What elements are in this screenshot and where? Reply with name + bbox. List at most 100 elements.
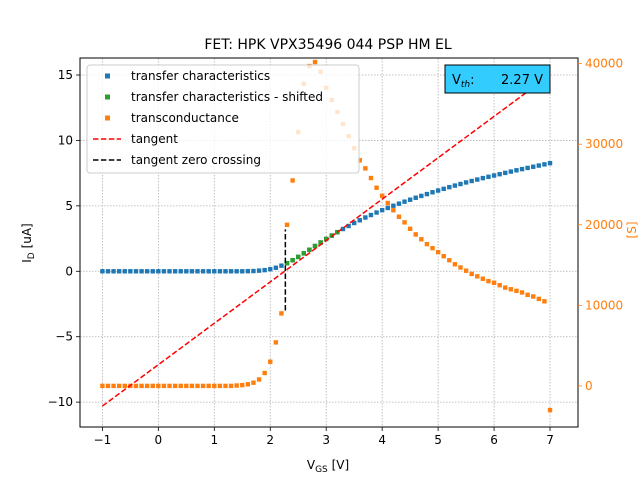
data-point <box>480 276 486 281</box>
data-point <box>279 263 284 268</box>
data-point <box>430 245 435 251</box>
data-point <box>503 170 508 176</box>
data-point <box>324 236 329 242</box>
threshold-annotation-value: 2.27 V <box>501 73 543 88</box>
y-tick-label: 5 <box>65 199 73 213</box>
data-point <box>413 195 418 200</box>
x-tick-label: −1 <box>94 433 112 447</box>
data-point <box>469 178 474 184</box>
data-point <box>396 201 402 206</box>
data-point <box>189 269 195 274</box>
data-point <box>212 269 217 274</box>
data-point <box>503 285 508 290</box>
data-point <box>407 197 413 202</box>
data-point <box>486 174 491 180</box>
data-point <box>262 370 267 376</box>
data-point <box>547 161 553 166</box>
y2-axis-title: [S] <box>625 222 639 239</box>
data-point <box>346 223 351 229</box>
data-point <box>256 268 262 273</box>
data-point <box>419 193 424 199</box>
data-point <box>508 169 514 174</box>
series-line <box>101 74 551 407</box>
data-point <box>284 222 290 227</box>
data-point <box>340 226 346 232</box>
data-point <box>100 383 105 389</box>
x-axis-ticks: −1 0 1 2 3 4 5 6 7 <box>94 427 554 447</box>
data-point <box>240 269 245 274</box>
data-point <box>525 292 530 298</box>
data-point <box>542 162 547 167</box>
data-point <box>458 181 463 187</box>
data-point <box>424 191 430 197</box>
data-point <box>189 383 195 389</box>
data-point <box>296 254 301 260</box>
y2-tick-label: 30000 <box>585 137 623 151</box>
data-point <box>536 163 542 168</box>
data-point <box>363 215 368 220</box>
data-point <box>111 383 116 389</box>
data-point <box>217 269 223 274</box>
data-point <box>542 299 547 304</box>
data-point <box>363 166 368 171</box>
data-point <box>273 265 279 270</box>
data-point <box>385 205 390 211</box>
data-point <box>301 251 307 256</box>
legend-label: tangent zero crossing <box>131 153 261 167</box>
data-point <box>391 208 396 213</box>
x-axis-title: VGS [V] <box>307 458 349 475</box>
data-point <box>458 265 463 270</box>
data-point <box>441 253 446 259</box>
data-point <box>290 178 295 183</box>
data-point <box>139 383 144 389</box>
data-point <box>379 193 385 198</box>
data-point <box>122 269 127 274</box>
data-point <box>379 207 385 213</box>
data-point <box>245 268 251 274</box>
y2-tick-label: 40000 <box>585 57 623 71</box>
data-point <box>256 377 262 382</box>
data-point <box>212 383 217 389</box>
data-point <box>200 383 206 389</box>
data-point <box>116 383 122 389</box>
legend-label: tangent <box>131 132 178 146</box>
data-point <box>167 383 172 389</box>
y-tick-label: −10 <box>48 395 73 409</box>
x-tick-label: 3 <box>322 433 330 447</box>
data-point <box>452 262 458 267</box>
data-point <box>217 383 223 389</box>
y-axis-title: ID [uA] <box>20 223 37 262</box>
plot-area <box>79 57 579 428</box>
data-point <box>133 383 139 389</box>
data-point <box>290 257 295 263</box>
data-point <box>161 269 167 274</box>
data-point <box>447 258 452 263</box>
data-point <box>251 380 256 385</box>
x-tick-label: 6 <box>490 433 498 447</box>
data-point <box>514 288 519 294</box>
series-layer <box>100 59 553 413</box>
legend-marker <box>105 94 110 100</box>
data-point <box>413 232 418 237</box>
data-point <box>368 212 374 218</box>
threshold-annotation-label: Vth: <box>452 73 475 90</box>
data-point <box>116 269 122 274</box>
data-point <box>228 383 234 389</box>
data-point <box>206 269 211 274</box>
data-point <box>262 267 267 273</box>
y-tick-label: −5 <box>55 330 73 344</box>
y2-tick-label: 0 <box>585 379 593 393</box>
data-point <box>419 237 424 242</box>
legend-label: transfer characteristics <box>131 69 270 83</box>
data-point <box>228 269 234 274</box>
data-point <box>172 269 178 274</box>
y2-tick-label: 20000 <box>585 218 623 232</box>
legend-label: transconductance <box>131 111 239 125</box>
data-point <box>223 269 228 274</box>
plot-frame <box>79 57 579 428</box>
threshold-annotation: Vth: 2.27 V <box>444 64 551 94</box>
y-axis-ticks: −10 −5 0 5 10 15 <box>48 68 80 409</box>
data-point <box>150 269 155 274</box>
data-point <box>105 383 111 389</box>
data-point <box>105 269 111 274</box>
